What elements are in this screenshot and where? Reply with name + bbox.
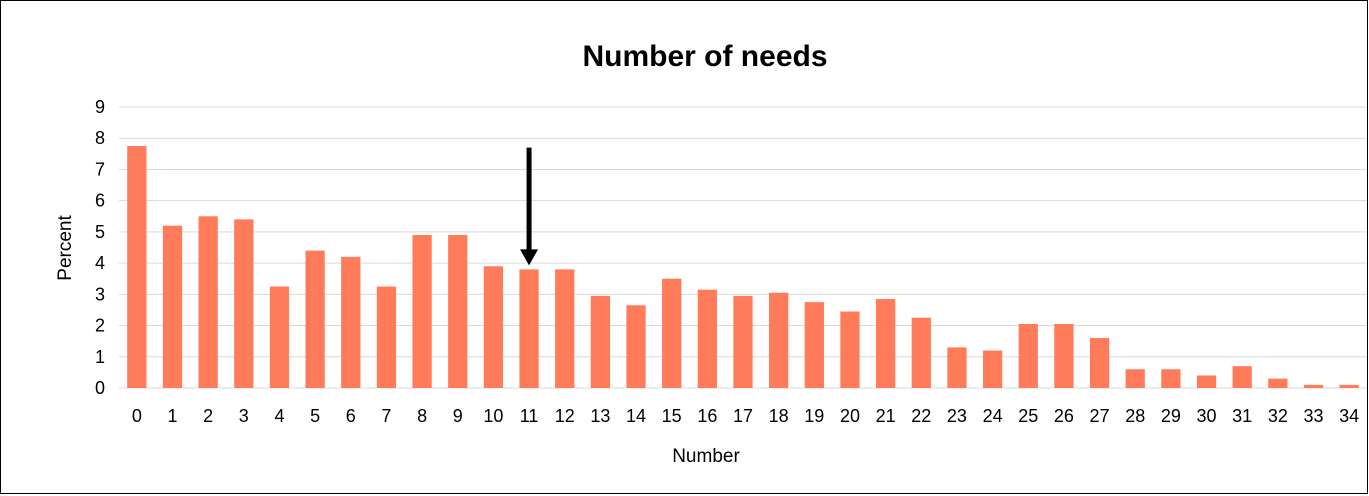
bar — [162, 225, 183, 388]
bar — [662, 278, 682, 388]
x-tick-label: 29 — [1161, 406, 1181, 426]
bar — [376, 286, 397, 388]
bar — [483, 266, 504, 388]
y-tick-label: 7 — [95, 159, 105, 179]
x-tick-label: 33 — [1303, 406, 1323, 426]
y-axis-label: Percent — [55, 215, 76, 281]
bar — [876, 299, 896, 388]
bar — [697, 289, 717, 388]
x-tick-label: 16 — [697, 406, 717, 426]
x-tick-label: 24 — [983, 406, 1003, 426]
x-tick-label: 7 — [381, 406, 391, 426]
x-tick-label: 5 — [310, 406, 320, 426]
bar — [234, 219, 254, 388]
y-tick-label: 4 — [95, 253, 105, 273]
arrow-head — [520, 249, 539, 266]
bar — [1232, 366, 1252, 388]
x-tick-label: 0 — [132, 406, 142, 426]
bar — [840, 311, 860, 388]
y-tick-labels: 0 1 2 3 4 5 6 7 8 9 — [95, 97, 105, 398]
x-axis-label: Number — [672, 446, 740, 467]
x-tick-label: 17 — [733, 406, 753, 426]
bar — [804, 302, 824, 388]
x-tick-label: 32 — [1268, 406, 1288, 426]
bars — [127, 146, 1359, 388]
x-tick-label: 20 — [840, 406, 860, 426]
x-tick-label: 13 — [590, 406, 610, 426]
bar — [1339, 384, 1359, 388]
x-tick-labels: 0 1 2 3 4 5 6 7 8 9 10 11 12 13 14 15 16 17 18 19 20 21 22 23 24… — [132, 406, 1359, 426]
y-tick-label: 8 — [95, 128, 105, 148]
bar — [412, 235, 432, 388]
chart-title: Number of needs — [582, 40, 827, 73]
y-tick-label: 9 — [95, 97, 105, 117]
x-tick-label: 28 — [1125, 406, 1145, 426]
bar — [982, 350, 1003, 388]
x-tick-label: 15 — [662, 406, 682, 426]
bar — [769, 292, 789, 388]
x-tick-label: 30 — [1197, 406, 1217, 426]
bar — [911, 317, 931, 388]
bar — [626, 305, 646, 388]
gridlines — [119, 106, 1367, 389]
bar — [1089, 338, 1110, 388]
x-tick-label: 27 — [1090, 406, 1110, 426]
bar — [555, 269, 575, 388]
x-tick-label: 23 — [947, 406, 967, 426]
x-tick-label: 12 — [555, 406, 575, 426]
x-tick-label: 26 — [1054, 406, 1074, 426]
y-tick-label: 5 — [95, 222, 105, 242]
bar — [341, 256, 361, 388]
y-tick-label: 6 — [95, 191, 105, 211]
x-tick-label: 1 — [167, 406, 177, 426]
bar — [305, 250, 325, 388]
x-tick-label: 18 — [769, 406, 789, 426]
x-tick-label: 8 — [417, 406, 427, 426]
x-tick-label: 14 — [626, 406, 646, 426]
bar — [1196, 375, 1217, 388]
x-tick-label: 22 — [911, 406, 931, 426]
bar — [590, 295, 610, 388]
bar — [733, 295, 753, 388]
x-tick-label: 6 — [346, 406, 356, 426]
bar — [947, 347, 967, 388]
bar — [1268, 378, 1288, 388]
y-tick-label: 0 — [95, 378, 105, 398]
bar — [519, 269, 539, 388]
bar — [127, 146, 147, 388]
x-tick-label: 31 — [1232, 406, 1252, 426]
bar — [1125, 369, 1145, 388]
bar — [1018, 323, 1038, 388]
x-tick-label: 25 — [1018, 406, 1038, 426]
bar — [269, 286, 290, 388]
bar — [1161, 369, 1181, 388]
y-tick-label: 3 — [95, 284, 105, 304]
bar — [198, 216, 218, 388]
y-tick-label: 2 — [95, 316, 105, 336]
x-tick-label: 11 — [520, 406, 539, 426]
x-tick-label: 9 — [453, 406, 463, 426]
x-tick-label: 19 — [804, 406, 824, 426]
x-tick-label: 34 — [1339, 406, 1359, 426]
y-tick-label: 1 — [95, 347, 105, 367]
x-tick-label: 2 — [203, 406, 213, 426]
x-tick-label: 4 — [274, 406, 284, 426]
x-tick-label: 21 — [876, 406, 896, 426]
x-tick-label: 10 — [483, 406, 503, 426]
bar — [448, 235, 468, 388]
arrow-annotation — [520, 147, 539, 266]
x-tick-label: 3 — [239, 406, 249, 426]
bar — [1303, 384, 1324, 388]
bar — [1054, 323, 1074, 388]
